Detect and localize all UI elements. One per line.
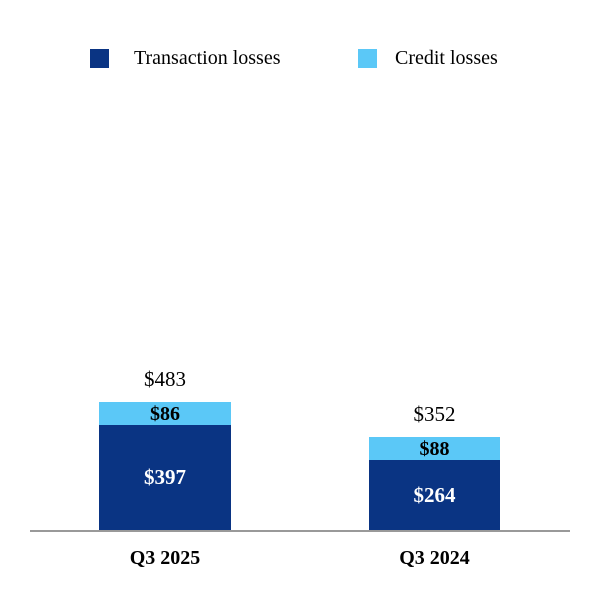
total-value-label: $352 bbox=[413, 401, 456, 426]
legend-item-credit-losses: Credit losses bbox=[358, 47, 498, 70]
bar-group-q3-2024: $352 $88 $264 bbox=[369, 401, 500, 530]
credit-losses-swatch-icon bbox=[358, 49, 377, 68]
total-value-label: $483 bbox=[144, 366, 186, 391]
transaction-losses-segment: $397 bbox=[99, 425, 231, 530]
category-label-q3-2024: Q3 2024 bbox=[399, 547, 470, 569]
legend-label-credit-losses: Credit losses bbox=[395, 47, 498, 69]
segment-value-label: $86 bbox=[150, 402, 180, 425]
legend-item-transaction-losses: Transaction losses bbox=[90, 47, 280, 70]
segment-value-label: $264 bbox=[413, 482, 456, 507]
credit-losses-segment: $86 bbox=[99, 402, 231, 425]
legend-label-transaction-losses: Transaction losses bbox=[134, 47, 281, 69]
segment-value-label: $397 bbox=[144, 465, 186, 489]
credit-losses-segment: $88 bbox=[369, 437, 500, 460]
category-label-q3-2025: Q3 2025 bbox=[129, 547, 201, 569]
bar-group-q3-2025: $483 $86 $397 bbox=[99, 366, 231, 530]
transaction-losses-segment: $264 bbox=[369, 460, 500, 530]
segment-value-label: $88 bbox=[419, 437, 450, 460]
x-axis-line bbox=[30, 530, 570, 532]
transaction-losses-swatch-icon bbox=[90, 49, 109, 68]
